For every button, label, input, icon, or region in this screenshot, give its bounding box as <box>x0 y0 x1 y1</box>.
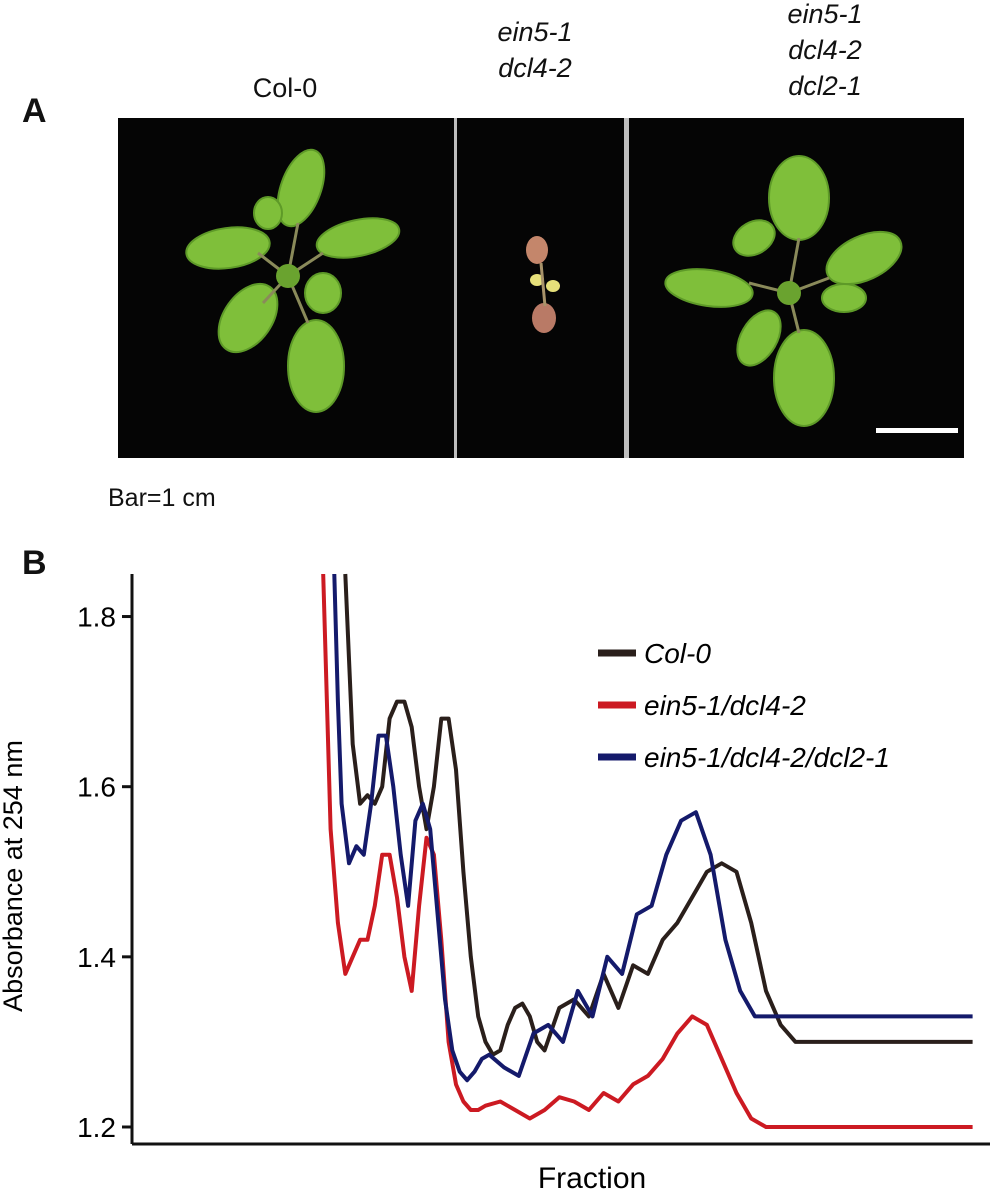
photo-divider-1 <box>454 118 457 458</box>
legend-label-2: ein5-1/dcl4-2 <box>644 690 806 721</box>
rosette-col0-drawing <box>185 148 401 413</box>
legend-label-1: Col-0 <box>644 638 711 669</box>
scale-bar <box>876 428 958 433</box>
chart-legend: Col-0 ein5-1/dcl4-2 ein5-1/dcl4-2/dcl2-1 <box>598 638 890 773</box>
scale-bar-caption: Bar=1 cm <box>108 484 216 512</box>
plant-photo-triple <box>629 118 964 458</box>
y-tick-label: 1.4 <box>77 942 116 973</box>
genotype-triple-line2: dcl4-2 <box>788 35 862 65</box>
series-line-2 <box>321 573 973 1129</box>
genotype-label-triple: ein5-1 dcl4-2 dcl2-1 <box>730 0 920 104</box>
genotype-ein5-dcl4-line2: dcl4-2 <box>498 53 572 83</box>
y-tick-label: 1.6 <box>77 772 116 803</box>
genotype-label-col0: Col-0 <box>190 70 380 106</box>
genotype-label-ein5-dcl4: ein5-1 dcl4-2 <box>440 14 630 86</box>
absorbance-chart: 1.8 1.6 1.4 1.2 Col-0 ein5-1/dcl4-2 ein5-1/dc… <box>0 573 990 1195</box>
genotype-col0-line1: Col-0 <box>252 73 318 103</box>
chart-axes: 1.8 1.6 1.4 1.2 <box>77 574 990 1146</box>
chart-series-group <box>321 573 973 1129</box>
genotype-triple-line3: dcl2-1 <box>788 71 862 101</box>
panel-a-letter: A <box>22 92 47 130</box>
plant-photo-ein5-dcl4 <box>457 118 624 458</box>
y-tick-label: 1.2 <box>77 1112 116 1143</box>
y-tick-label: 1.8 <box>77 602 116 633</box>
rosette-triple-drawing <box>664 155 903 427</box>
series-line-1 <box>343 573 973 1057</box>
x-axis-label: Fraction <box>538 1162 646 1195</box>
panel-b-letter: B <box>22 544 47 582</box>
seedling-ein5-dcl4-drawing <box>526 236 560 333</box>
photo-divider-2 <box>624 118 629 458</box>
plant-photo-col0 <box>118 118 454 458</box>
genotype-ein5-dcl4-line1: ein5-1 <box>497 17 573 47</box>
series-line-3 <box>332 573 973 1083</box>
y-axis-label: Absorbance at 254 nm <box>0 740 28 1012</box>
legend-label-3: ein5-1/dcl4-2/dcl2-1 <box>644 742 890 773</box>
genotype-triple-line1: ein5-1 <box>787 0 863 29</box>
